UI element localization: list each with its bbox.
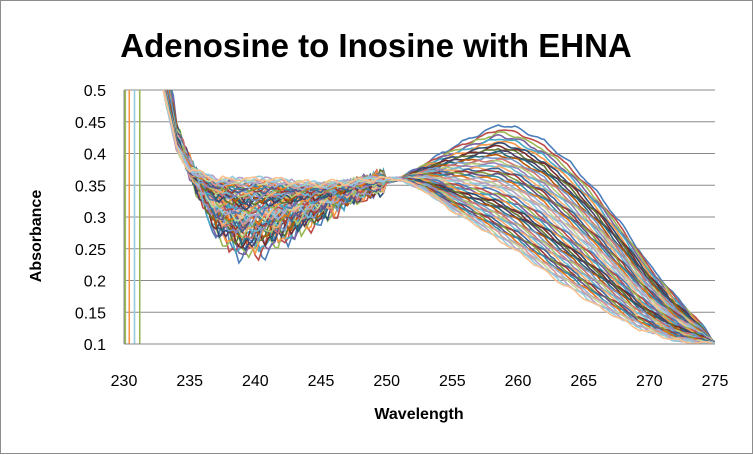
y-tick-label: 0.15 — [75, 305, 106, 322]
y-tick-label: 0.5 — [84, 83, 106, 100]
series-line-5 — [169, 90, 715, 344]
y-tick-label: 0.4 — [84, 147, 106, 164]
x-tick-label: 265 — [570, 373, 597, 390]
y-tick-label: 0.3 — [84, 210, 106, 227]
y-axis-label: Absorbance — [28, 190, 45, 283]
y-tick-label: 0.2 — [84, 274, 106, 291]
x-tick-label: 270 — [636, 373, 663, 390]
y-tick-label: 0.35 — [75, 178, 106, 195]
x-tick-label: 245 — [308, 373, 335, 390]
x-axis-label: Wavelength — [374, 406, 463, 423]
y-tick-label: 0.25 — [75, 242, 106, 259]
x-tick-label: 230 — [111, 373, 138, 390]
x-tick-labels: 230 235 240 245 250 255 260 265 270 275 — [111, 373, 729, 390]
x-tick-label: 235 — [176, 373, 203, 390]
chart-title: Adenosine to Inosine with EHNA — [120, 27, 632, 64]
y-tick-label: 0.1 — [84, 337, 106, 354]
plot-area — [124, 90, 715, 344]
series-group — [124, 90, 715, 344]
x-tick-label: 240 — [242, 373, 269, 390]
y-tick-labels: 0.1 0.15 0.2 0.25 0.3 0.35 0.4 0.45 0.5 — [75, 83, 106, 354]
x-tick-label: 275 — [702, 373, 729, 390]
x-tick-label: 260 — [505, 373, 532, 390]
series-line-60 — [162, 90, 715, 344]
y-tick-label: 0.45 — [75, 115, 106, 132]
axes — [123, 90, 715, 345]
x-tick-label: 250 — [373, 373, 400, 390]
x-tick-label: 255 — [439, 373, 466, 390]
series-line-20 — [168, 90, 715, 344]
series-line-9 — [169, 90, 715, 344]
series-line-34 — [165, 90, 715, 344]
